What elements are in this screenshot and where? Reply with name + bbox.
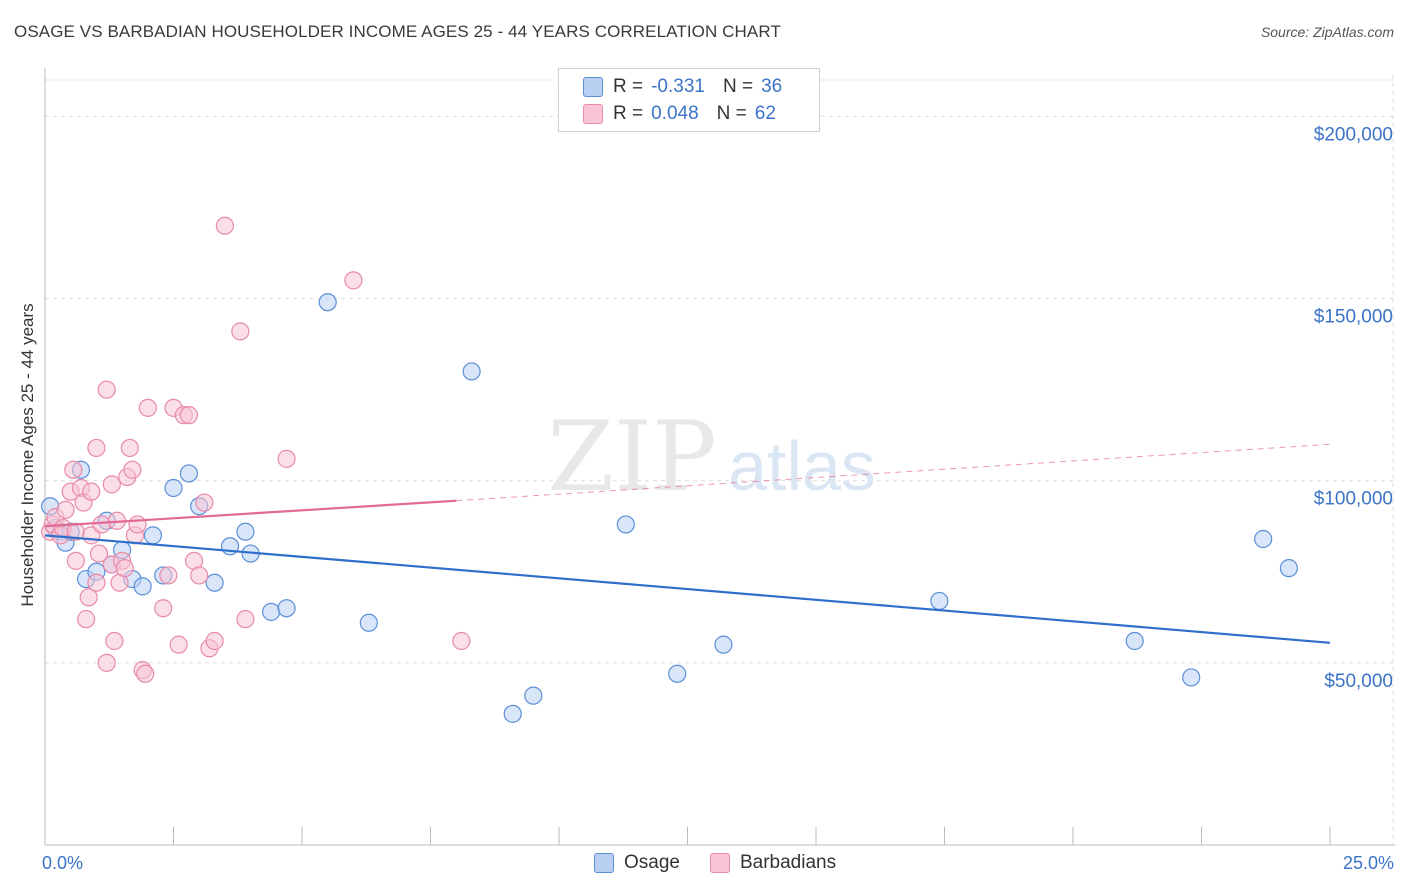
barbadians-point [102,475,121,494]
osage-n-value: 36 [761,76,783,97]
osage-point [1254,529,1273,549]
series-legend: Osage Barbadians [594,852,866,874]
osage-point [1182,668,1201,687]
barbadians-legend-swatch [709,853,730,873]
chart-title: OSAGE VS BARBADIAN HOUSEHOLDER INCOME AG… [14,22,781,41]
osage-legend-swatch [594,853,614,873]
osage-point [143,526,163,545]
watermark: ZIP atlas [547,401,876,513]
osage-trend-line [44,534,1331,644]
osage-point [236,522,255,541]
barbadians-point [236,610,255,629]
barbadians-point [123,460,142,479]
barbadians-trend-line [44,499,457,528]
barbadians-point [77,610,96,629]
barbadians-point [277,449,296,468]
barbadians-point [120,438,139,458]
x-tick-max: 25.0% [1342,853,1394,873]
osage-point [1279,559,1298,578]
y-tick-label: $150,000 [1314,307,1393,328]
barbadians-point [89,544,109,563]
barbadians-point [215,216,234,235]
barbadians-point [159,566,178,585]
y-tick-label: $200,000 [1314,124,1393,145]
osage-point [164,478,183,498]
barbadians-point [56,500,75,519]
osage-point [714,635,733,654]
axis-layer [44,68,1395,846]
osage-legend-label: Osage [624,852,680,873]
source-label: Source: ZipAtlas.com [1260,24,1394,40]
barbadians-point [92,515,111,534]
legend-item-barbadians[interactable]: Barbadians [709,852,837,874]
barbadians-point [169,635,188,654]
barbadians-point [452,631,471,651]
barbadians-point [128,515,147,534]
trend-layer [44,443,1331,644]
barbadians-point [344,271,363,290]
x-tick-min: 0.0% [42,853,84,873]
osage-point [318,293,337,312]
barbadians-point [195,493,214,512]
barbadians-point [231,322,250,341]
osage-r-label: R = [613,76,644,97]
barbadians-point [97,380,116,399]
osage-swatch [583,77,603,97]
barbadians-n-label: N = [716,103,747,124]
watermark-zip: ZIP [547,401,716,513]
barbadians-point [87,438,106,458]
osage-point [668,664,687,683]
y-tick-label: $50,000 [1324,671,1393,692]
osage-r-value: -0.331 [651,76,705,97]
points-layer [41,216,1298,723]
barbadians-r-value: 0.048 [651,103,699,124]
barbadians-legend-label: Barbadians [739,852,837,873]
legend-row-barbadians: R = 0.048 N = 62 [583,102,776,126]
osage-n-label: N = [722,76,754,97]
barbadians-point [154,599,173,618]
barbadians-point [205,631,224,651]
barbadians-point [138,398,157,417]
barbadians-point [82,482,101,501]
watermark-atlas: atlas [728,427,876,505]
barbadians-point [136,664,155,683]
osage-point [262,602,281,621]
barbadians-n-value: 62 [754,103,776,124]
osage-point [359,613,378,632]
barbadians-point [79,588,98,607]
barbadians-point [66,551,85,570]
stats-legend: R = -0.331 N = 36 R = 0.048 N = 62 [558,68,820,132]
barbadians-point [87,573,106,592]
barbadians-r-label: R = [613,103,644,124]
osage-point [930,591,949,611]
osage-point [179,464,199,483]
y-tick-label: $100,000 [1314,489,1393,510]
osage-point [503,704,522,723]
osage-point [1125,631,1144,651]
osage-point [616,515,635,534]
barbadians-trend-extension [456,443,1331,502]
osage-point [277,599,296,618]
barbadians-point [190,566,209,585]
barbadians-point [97,653,116,672]
osage-point [462,362,481,381]
osage-point [524,686,543,705]
y-axis-label: Householder Income Ages 25 - 44 years [18,303,37,607]
legend-row-osage: R = -0.331 N = 36 [583,75,782,99]
legend-item-osage[interactable]: Osage [594,852,680,874]
barbadians-swatch [583,104,603,124]
osage-point [133,577,152,596]
osage-point [205,573,224,592]
barbadians-point [179,406,199,425]
barbadians-point [64,460,83,479]
barbadians-point [105,631,124,651]
grid-layer [45,75,1395,845]
barbadians-point [115,559,134,578]
y-tick-labels: $50,000 $100,000 $150,000 $200,000 [1314,124,1393,691]
